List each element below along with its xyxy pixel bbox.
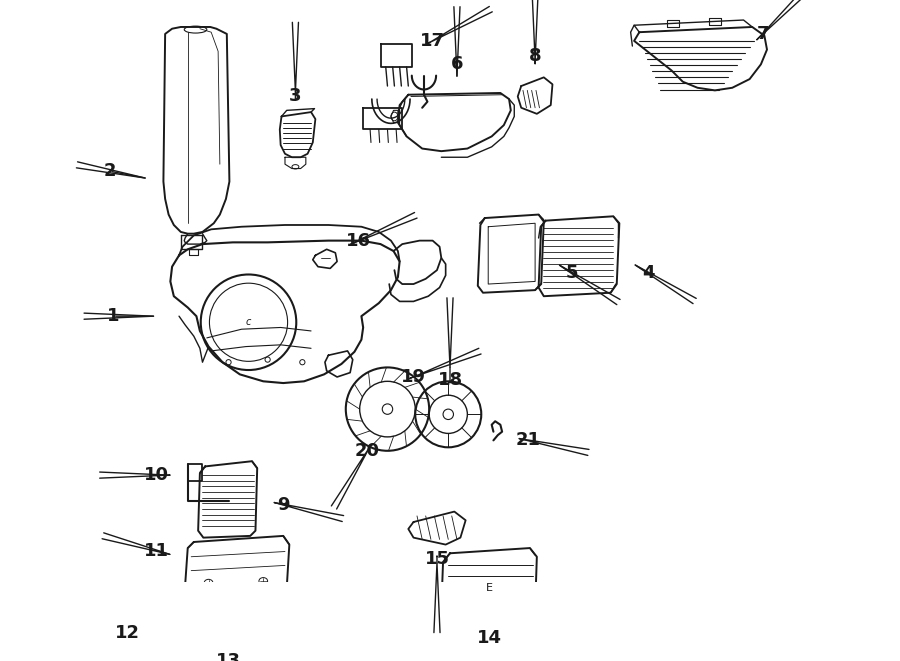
Text: 1: 1 (107, 307, 120, 325)
Text: 14: 14 (477, 629, 501, 647)
Text: E: E (486, 583, 492, 593)
Text: c: c (246, 317, 251, 327)
Text: 12: 12 (115, 624, 140, 642)
Text: 6: 6 (451, 56, 464, 73)
Text: 3: 3 (289, 87, 302, 106)
Text: 9: 9 (277, 496, 290, 514)
Text: 10: 10 (144, 466, 169, 484)
Text: 19: 19 (401, 368, 426, 386)
Text: 2: 2 (104, 162, 116, 180)
Text: 5: 5 (565, 264, 578, 282)
Text: 13: 13 (216, 652, 241, 661)
Text: 7: 7 (756, 25, 769, 43)
Text: 8: 8 (529, 47, 542, 65)
Text: 21: 21 (516, 432, 541, 449)
Text: 18: 18 (437, 371, 463, 389)
Text: 20: 20 (355, 442, 380, 460)
Text: 16: 16 (346, 231, 372, 250)
Text: 17: 17 (420, 32, 446, 50)
Text: 15: 15 (425, 551, 449, 568)
Text: 4: 4 (642, 264, 654, 282)
Text: 11: 11 (144, 541, 169, 560)
